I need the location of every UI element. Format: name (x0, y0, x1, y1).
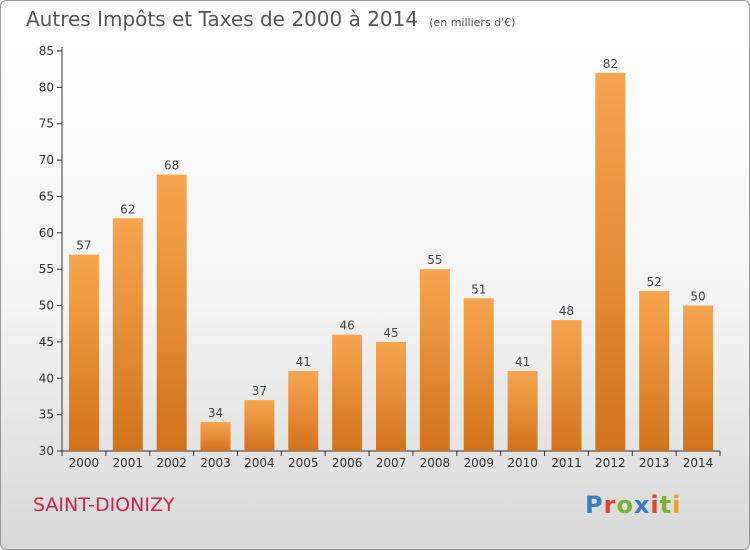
logo-letter: i (650, 491, 660, 519)
bar (507, 371, 538, 451)
chart-title: Autres Impôts et Taxes de 2000 à 2014 (26, 7, 419, 31)
y-tick-label: 30 (39, 444, 54, 458)
data-label: 51 (471, 282, 486, 296)
x-tick-label: 2007 (376, 456, 407, 470)
y-tick-label: 55 (39, 262, 54, 276)
x-tick-label: 2000 (69, 456, 100, 470)
logo-letter: t (659, 491, 673, 519)
data-label: 55 (427, 253, 442, 267)
chart-subtitle: (en milliers d'€) (429, 16, 516, 29)
bar (112, 218, 143, 451)
bar (463, 298, 494, 451)
x-tick-label: 2003 (200, 456, 231, 470)
y-tick-label: 85 (39, 44, 54, 58)
data-label: 41 (515, 355, 530, 369)
y-tick-label: 75 (39, 117, 54, 131)
data-label: 34 (208, 406, 223, 420)
x-tick-label: 2001 (113, 456, 144, 470)
bar (595, 72, 626, 452)
logo-letter: i (672, 491, 682, 519)
bar (244, 400, 275, 451)
data-label: 46 (339, 319, 354, 333)
data-label: 52 (647, 275, 662, 289)
commune-name: SAINT-DIONIZY (33, 494, 175, 516)
bar (68, 254, 99, 451)
logo-letter: x (633, 491, 651, 519)
x-tick-label: 2009 (463, 456, 494, 470)
bar (288, 371, 319, 451)
data-label: 62 (120, 202, 135, 216)
bar (683, 305, 714, 451)
x-tick-label: 2013 (639, 456, 670, 470)
data-label: 57 (76, 239, 91, 253)
x-tick-label: 2006 (332, 456, 363, 470)
x-tick-label: 2012 (595, 456, 626, 470)
bar (376, 341, 406, 451)
data-label: 82 (603, 57, 618, 71)
x-tick-label: 2011 (551, 456, 582, 470)
y-tick-label: 40 (39, 371, 54, 385)
x-tick-label: 2002 (156, 456, 187, 470)
bar (639, 291, 670, 451)
y-tick-label: 65 (39, 189, 54, 203)
data-label: 68 (164, 159, 179, 173)
bar (156, 174, 187, 452)
bar (200, 421, 231, 451)
x-tick-label: 2005 (288, 456, 319, 470)
y-tick-label: 35 (39, 408, 54, 422)
y-tick-label: 70 (39, 153, 54, 167)
y-tick-label: 50 (39, 299, 54, 313)
chart-title-block: Autres Impôts et Taxes de 2000 à 2014 (e… (26, 7, 515, 31)
x-tick-label: 2008 (420, 456, 451, 470)
logo-letter: P (585, 491, 604, 519)
x-tick-label: 2010 (507, 456, 538, 470)
data-label: 48 (559, 304, 574, 318)
bar (332, 334, 363, 451)
data-label: 50 (690, 290, 705, 304)
logo-letter: o (616, 491, 634, 519)
x-tick-label: 2004 (244, 456, 275, 470)
x-tick-label: 2014 (683, 456, 714, 470)
y-tick-label: 60 (39, 226, 54, 240)
bar (551, 320, 582, 451)
bar (419, 269, 450, 451)
proxiti-logo: Proxiti (585, 491, 681, 519)
data-label: 37 (252, 384, 267, 398)
data-label: 45 (383, 326, 398, 340)
y-tick-label: 45 (39, 335, 54, 349)
logo-letter: r (603, 491, 617, 519)
data-label: 41 (296, 355, 311, 369)
y-tick-label: 80 (39, 80, 54, 94)
